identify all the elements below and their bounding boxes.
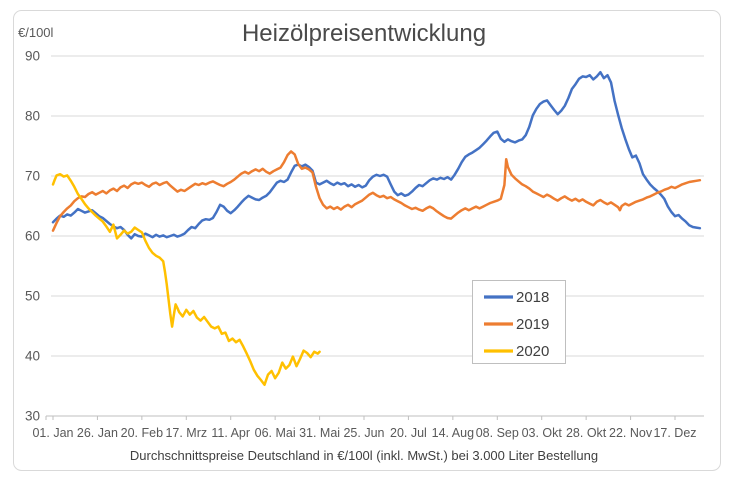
chart-title: Heizölpreisentwicklung [242,20,486,47]
series-lines [51,70,702,387]
x-axis-tick-label: 22. Nov [609,426,653,440]
x-axis-tick-label: 17. Mrz [165,426,207,440]
series-line-2020 [51,172,321,387]
x-axis-tick-label: 31. Mai [299,426,340,440]
chart-frame-border [13,10,721,471]
legend-label-2018: 2018 [516,289,549,306]
legend-item-2020: 2020 [484,343,549,360]
x-axis-tick-label: 25. Jun [343,426,384,440]
legend-item-2019: 2019 [484,316,549,333]
y-axis-tick-label: 30 [25,409,40,424]
legend-label-2020: 2020 [516,343,549,360]
x-axis-tick-label: 01. Jan [32,426,73,440]
x-axis-tick-label: 28. Okt [566,426,607,440]
x-axis-tick-label: 06. Mai [255,426,296,440]
x-axis-tick-label: 14. Aug [432,426,474,440]
axes [45,415,704,420]
y-axis-tick-label: 40 [25,349,40,364]
y-axis-tick-label: 70 [25,169,40,184]
y-axis-tick-label: 80 [25,109,40,124]
x-axis-tick-label: 20. Feb [121,426,163,440]
series-line-2019 [51,150,702,232]
x-axis-tick-label: 20. Jul [390,426,427,440]
x-axis-tick-label: 03. Okt [522,426,563,440]
y-axis-labels: 30 40 50 60 70 80 90 [25,49,40,424]
y-axis-tick-label: 50 [25,289,40,304]
legend-label-2019: 2019 [516,316,549,333]
series-line-2018 [51,70,702,240]
x-axis-tick-label: 17. Dez [653,426,696,440]
legend: 2018 2019 2020 [472,280,566,364]
x-axis-tick-label: 26. Jan [77,426,118,440]
y-axis-tick-label: 60 [25,229,40,244]
x-axis-tick-label: 08. Sep [476,426,519,440]
y-axis-tick-label: 90 [25,49,40,64]
x-axis-tick-label: 11. Apr [211,426,250,440]
chart-footer: Durchschnittspreise Deutschland in €/100… [130,448,598,463]
y-axis-unit-label: €/100l [18,25,54,40]
x-axis-labels: 01. Jan 26. Jan 20. Feb 17. Mrz 11. Apr 06. M… [32,426,696,440]
legend-item-2018: 2018 [484,289,549,306]
